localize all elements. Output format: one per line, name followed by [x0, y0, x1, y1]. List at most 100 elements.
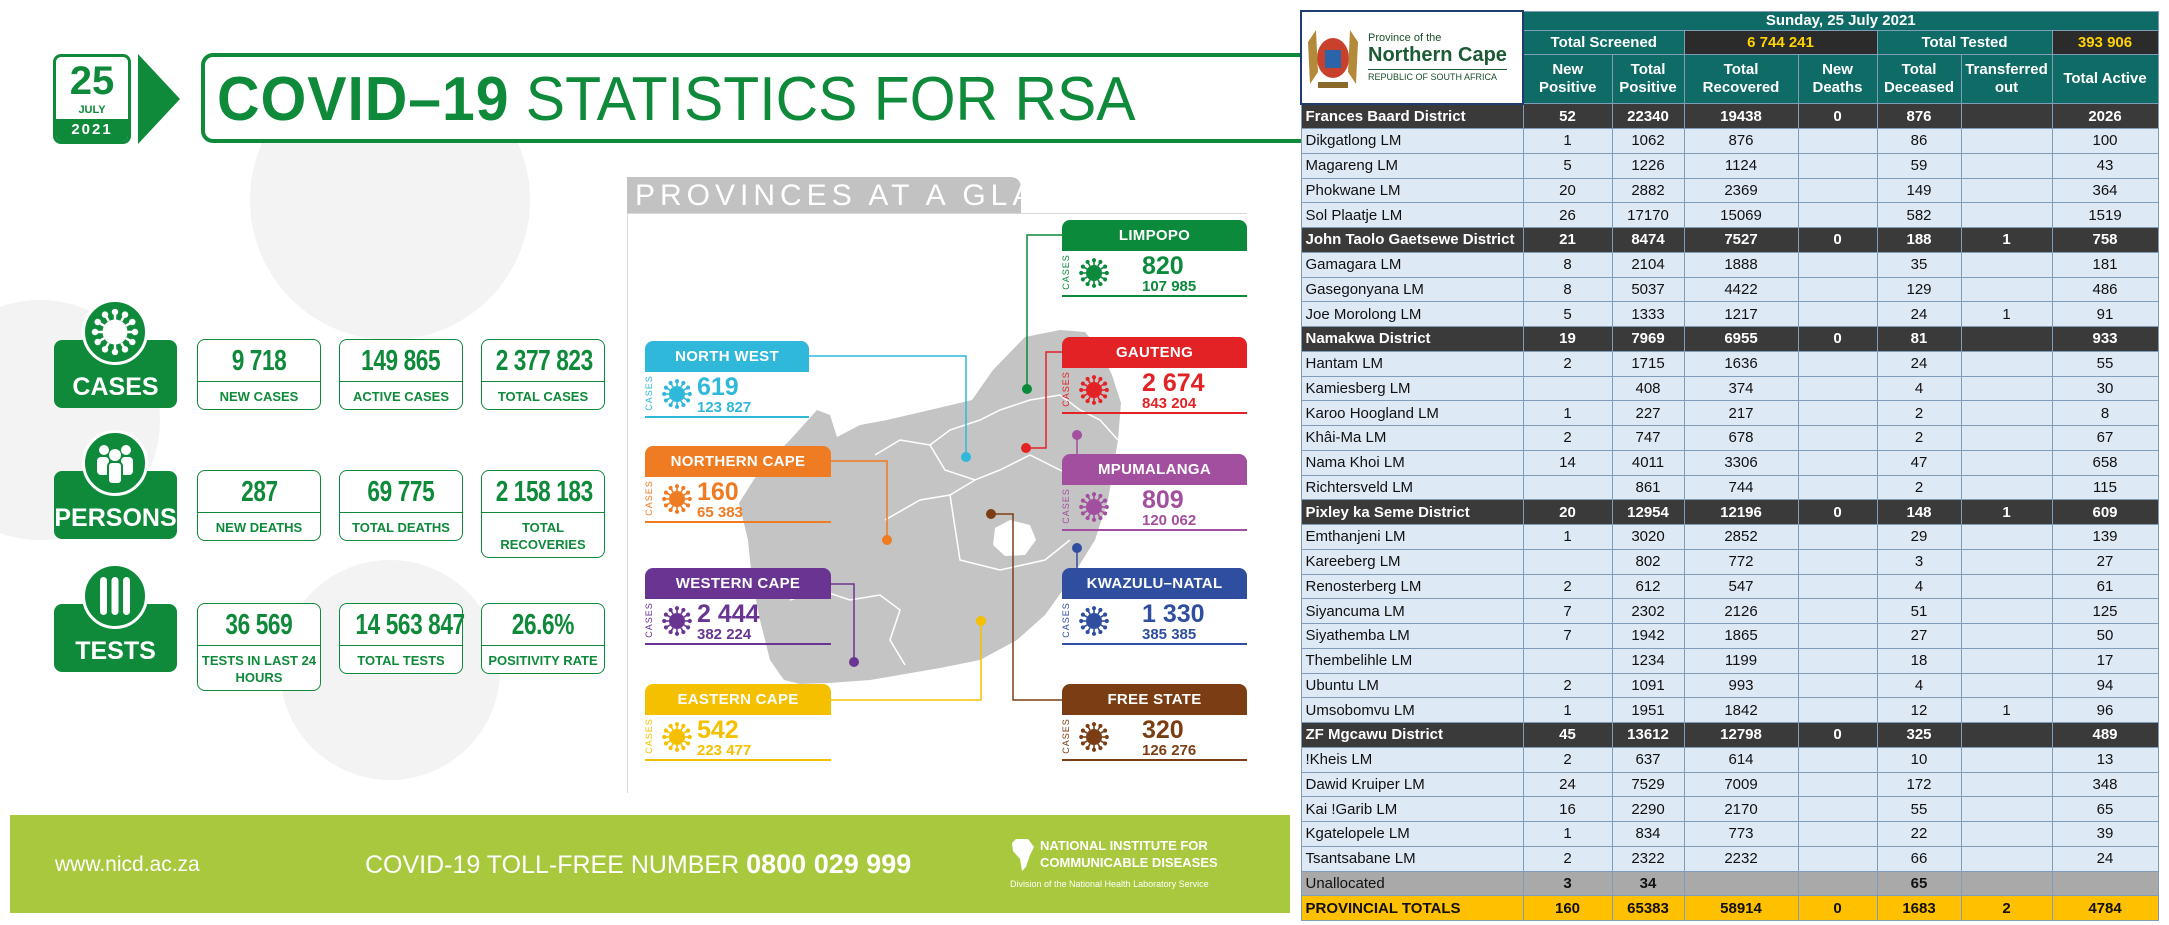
province-card-northern-cape[interactable]: NORTHERN CAPE CASES 160 65 383: [644, 446, 831, 523]
row-name: Hantam LM: [1300, 350, 1524, 377]
table-row: Gasegonyana LM 8 5037 4422 129 486: [1300, 276, 2159, 303]
province-card-western-cape[interactable]: WESTERN CAPE CASES 2 444 382 224: [644, 568, 831, 645]
table-row: Richtersveld LM 861 744 2 115: [1300, 474, 2159, 501]
cell: 4: [1876, 573, 1962, 600]
table-row: Tsantsabane LM 2 2322 2232 66 24: [1300, 845, 2159, 872]
cases-label: CASES: [1060, 254, 1071, 290]
cell: 1: [1960, 227, 2053, 253]
toll-free-number: 0800 029 999: [746, 849, 912, 879]
cell: [1960, 128, 2053, 154]
row-name: Pixley ka Seme District: [1300, 499, 1524, 525]
northern-cape-table: Province of the Northern Cape REPUBLIC O…: [1300, 10, 2159, 921]
cell: 1842: [1683, 697, 1799, 723]
cell: [1522, 548, 1613, 575]
province-card-limpopo[interactable]: LIMPOPO CASES 820 107 985: [1060, 220, 1247, 297]
cell: [1797, 647, 1878, 674]
date-year: 2021: [56, 119, 128, 141]
cell: 21: [1522, 227, 1613, 253]
province-card-north-west[interactable]: NORTH WEST CASES 619 123 827: [643, 341, 809, 418]
virus-icon: [1078, 721, 1110, 758]
cell: 4: [1876, 672, 1962, 699]
province-marker: [986, 509, 996, 519]
virus-icon: [662, 379, 692, 409]
cell: 678: [1683, 425, 1799, 451]
cell: 609: [2051, 499, 2159, 525]
cell: 65383: [1611, 895, 1685, 921]
row-name: !Kheis LM: [1300, 746, 1524, 773]
cell: [1797, 202, 1878, 228]
virus-icon: [1079, 606, 1109, 636]
row-name: Frances Baard District: [1300, 103, 1524, 129]
cases-label: CASES: [1060, 371, 1071, 407]
row-name: Siyathemba LM: [1300, 623, 1524, 649]
virus-icon: [1078, 257, 1110, 294]
cell: 861: [1611, 474, 1685, 501]
people-icon: [97, 445, 133, 485]
provinces-panel: [627, 213, 1247, 793]
province-total-cases: 120 062: [1142, 512, 1197, 529]
cell: 1942: [1611, 623, 1685, 649]
province-card-gauteng[interactable]: GAUTENG CASES 2 674 843 204: [1060, 337, 1247, 414]
table-row: Siyathemba LM 7 1942 1865 27 50: [1300, 623, 2159, 649]
cell: 2302: [1611, 598, 1685, 624]
column-header: Total Active: [2051, 54, 2159, 105]
row-name: Ubuntu LM: [1300, 672, 1524, 699]
stat-value-text: 69 775: [367, 476, 435, 508]
cell: [1960, 548, 2053, 575]
row-name: Phokwane LM: [1300, 177, 1524, 204]
stat-value: 2 377 823: [482, 340, 604, 382]
province-card-mpumalanga[interactable]: MPUMALANGA CASES 809 120 062: [1061, 454, 1247, 531]
cases-label: CASES: [643, 718, 654, 754]
cell: 27: [1876, 623, 1962, 649]
province-card-free-state[interactable]: FREE STATE CASES 320 126 276: [1061, 684, 1247, 761]
province-marker: [1072, 430, 1082, 440]
cell: 86: [1876, 128, 1962, 154]
cell: [1797, 276, 1878, 303]
cases-label: CASES: [643, 375, 654, 411]
cell: [1797, 524, 1878, 550]
cell: 325: [1876, 722, 1962, 748]
table-row: Emthanjeni LM 1 3020 2852 29 139: [1300, 524, 2159, 550]
website-link[interactable]: www.nicd.ac.za: [55, 853, 200, 876]
connector-line: [991, 513, 1062, 701]
column-header: Total Recovered: [1683, 54, 1799, 105]
virus-icon: [1078, 605, 1110, 642]
toll-free-label: COVID-19 TOLL-FREE NUMBER: [365, 851, 740, 879]
cell: 744: [1683, 474, 1799, 501]
table-row: Dawid Kruiper LM 24 7529 7009 172 348: [1300, 771, 2159, 798]
cell: 2: [1522, 350, 1613, 377]
cell: 24: [1522, 771, 1613, 798]
stat-value-text: 149 865: [361, 345, 441, 377]
province-new-cases: 160: [697, 478, 739, 506]
province-new-cases: 542: [697, 716, 739, 744]
province-total-cases: 385 385: [1142, 626, 1197, 643]
province-card-kwazulu-natal[interactable]: KWAZULU–NATAL CASES 1 330 385 385: [1061, 568, 1247, 645]
cell: 5: [1522, 152, 1613, 179]
cell: [1522, 375, 1613, 402]
cell: 1226: [1611, 152, 1685, 179]
table-row: Joe Morolong LM 5 1333 1217 24 1 91: [1300, 301, 2159, 327]
cell: 7529: [1611, 771, 1685, 798]
cell: 26: [1522, 202, 1613, 228]
title-banner: COVID–19 STATISTICS FOR RSA: [201, 53, 1301, 143]
cell: 100: [2051, 128, 2159, 154]
cell: [1797, 672, 1878, 699]
table-row: Unallocated 3 34 65: [1300, 870, 2159, 897]
cell: 172: [1876, 771, 1962, 798]
cell: [1960, 425, 2053, 451]
category-tests: TESTS: [54, 604, 177, 672]
table-row: Hantam LM 2 1715 1636 24 55: [1300, 350, 2159, 377]
table-row: Sol Plaatje LM 26 17170 15069 582 1519: [1300, 202, 2159, 228]
total-screened-label: Total Screened: [1522, 29, 1685, 56]
table-row: !Kheis LM 2 637 614 10 13: [1300, 746, 2159, 773]
cell: [1960, 647, 2053, 674]
cell: 129: [1876, 276, 1962, 303]
table-row: Kai !Garib LM 16 2290 2170 55 65: [1300, 796, 2159, 822]
table-column-headers: New Positive Total Positive Total Recovere…: [1301, 54, 2159, 105]
cell: 217: [1683, 400, 1799, 426]
cell: 91: [2051, 301, 2159, 327]
cell: 802: [1611, 548, 1685, 575]
cell: 12798: [1683, 722, 1799, 748]
row-name: Joe Morolong LM: [1300, 301, 1524, 327]
province-card-eastern-cape[interactable]: EASTERN CAPE CASES 542 223 477: [643, 684, 831, 761]
